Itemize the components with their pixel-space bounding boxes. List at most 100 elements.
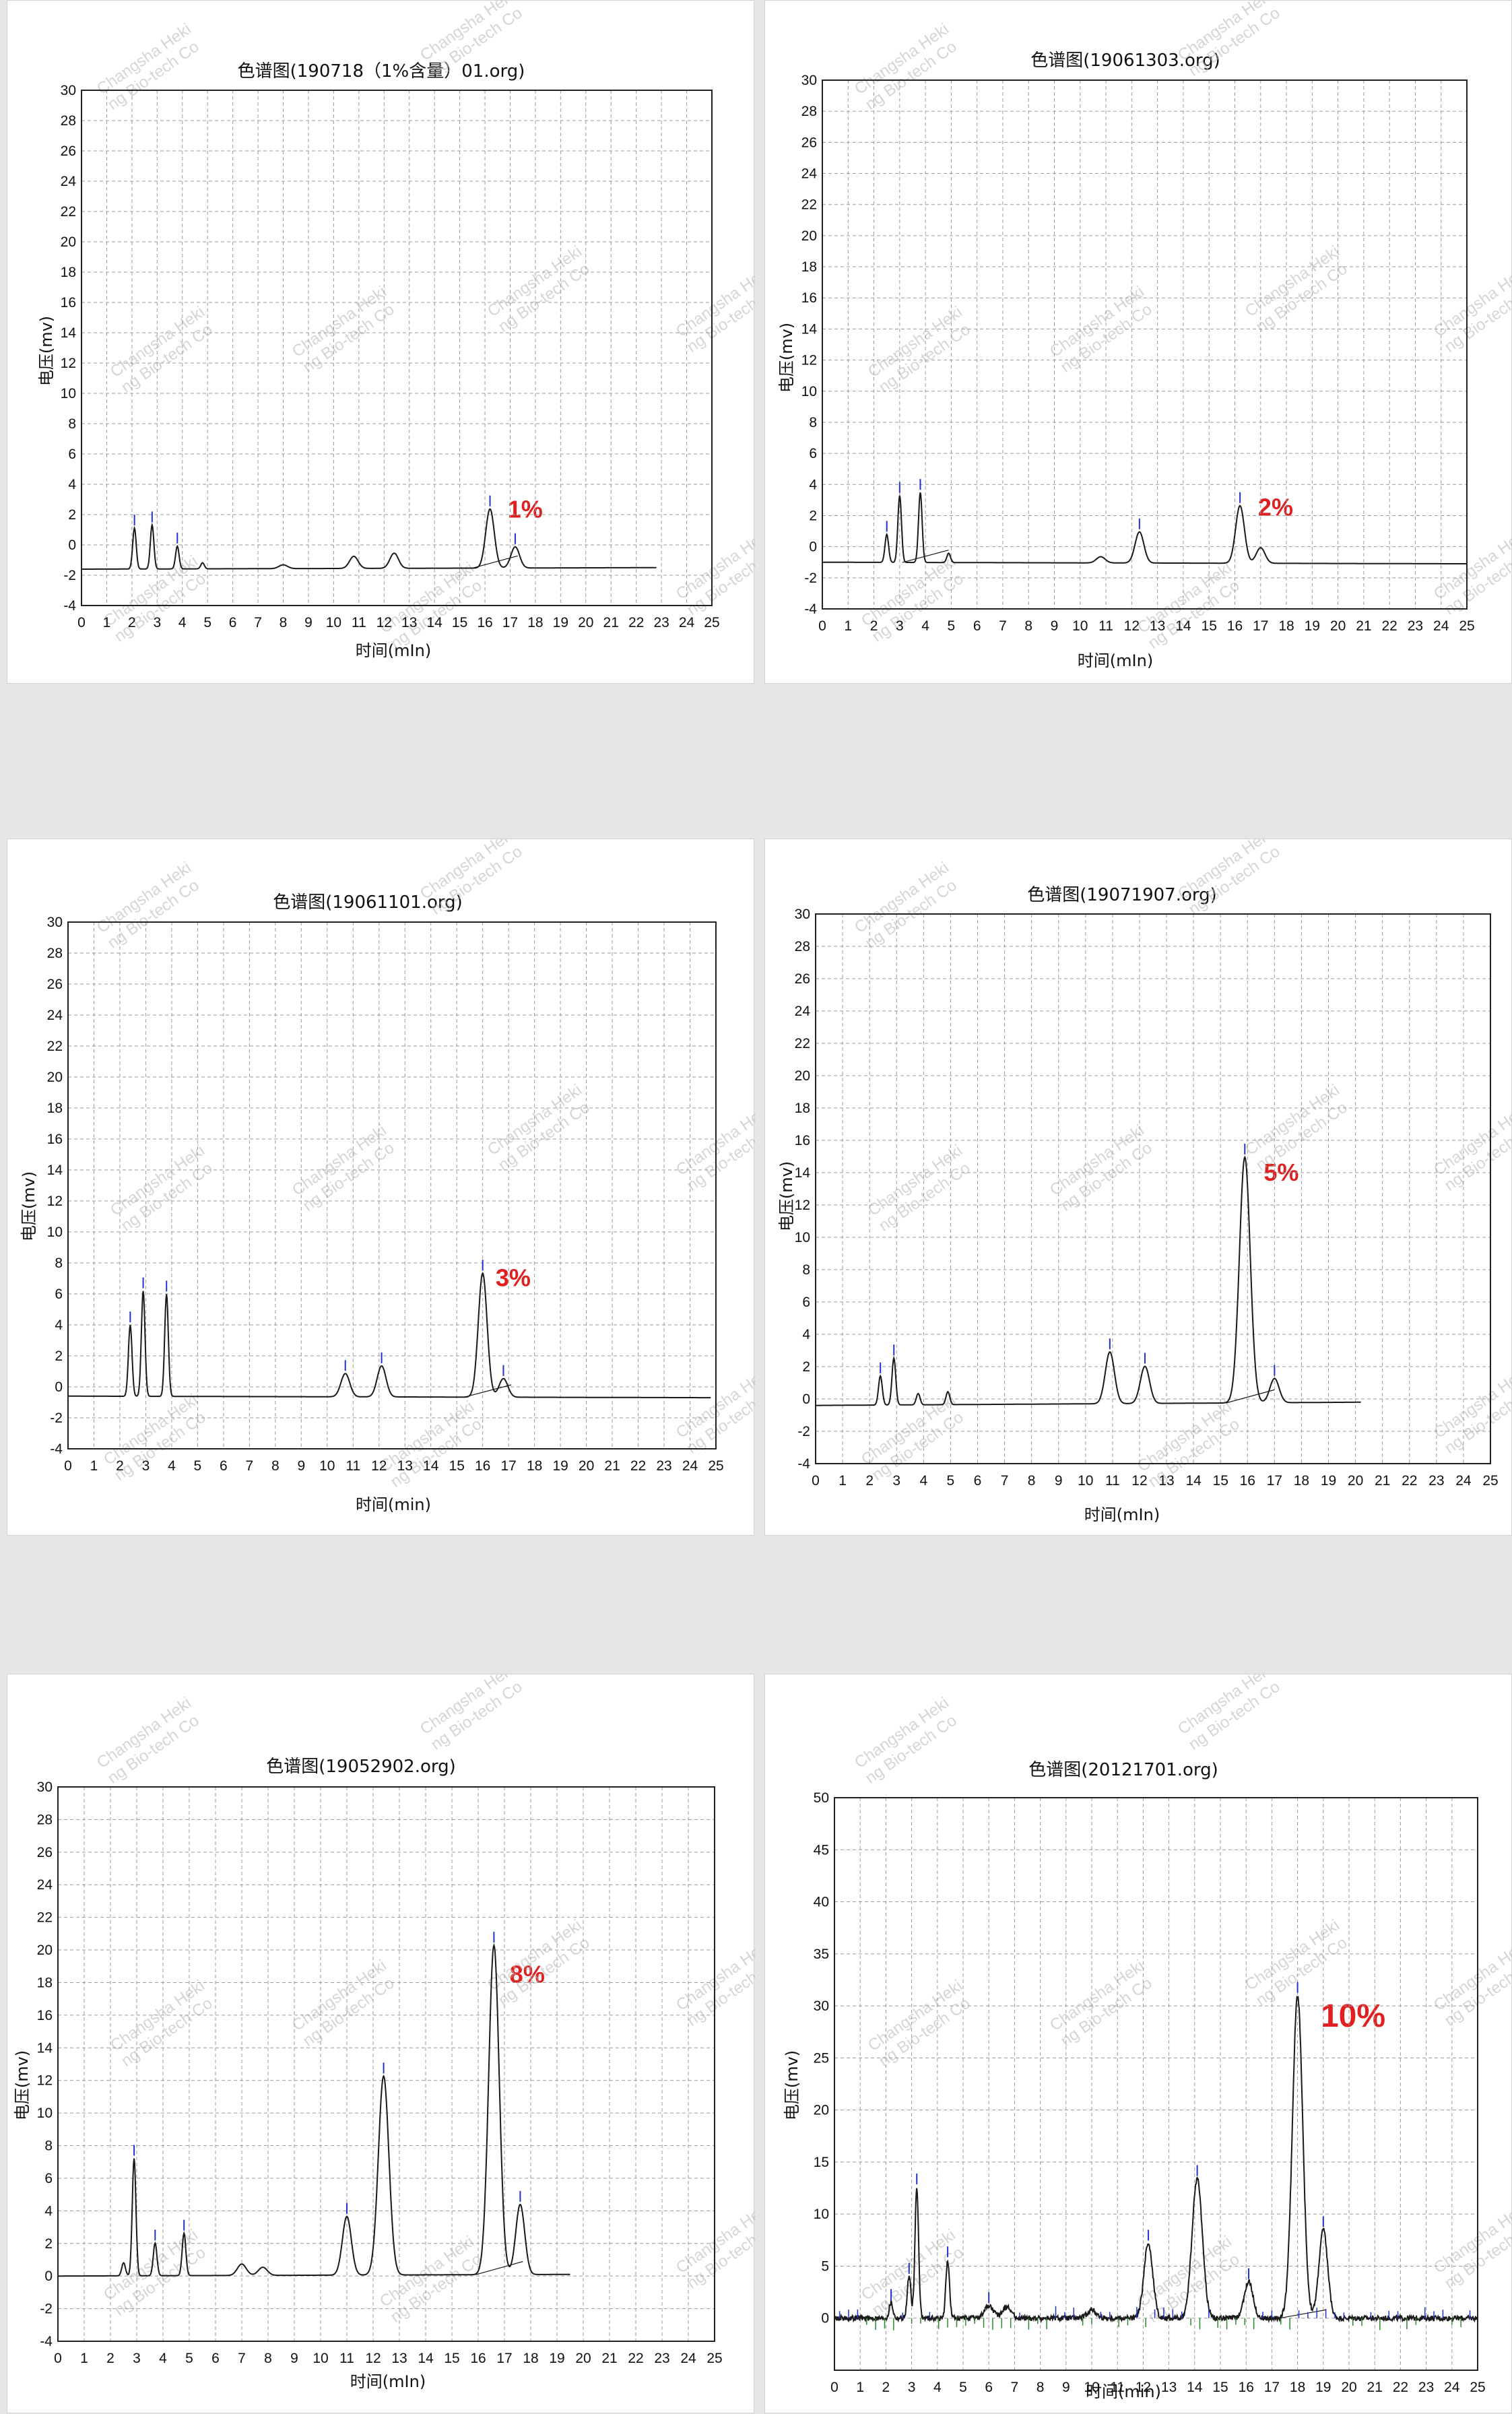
- x-tick-label: 8: [1024, 618, 1032, 634]
- x-tick-label: 14: [1185, 1473, 1202, 1489]
- y-tick-label: 26: [37, 1845, 53, 1860]
- x-tick-label: 1: [856, 2380, 864, 2395]
- y-tick-label: 25: [814, 2050, 829, 2066]
- x-tick-label: 11: [1110, 2380, 1125, 2395]
- chromatogram-5: 色谱图(19052902.org) 电压(mv) 时间(mIn) 8% Chan…: [13, 1674, 755, 2391]
- chart-panel-1: 色谱图(190718（1%含量）01.org) 电压(mv) 时间(mIn) 1…: [7, 0, 755, 684]
- percent-label: 5%: [1263, 1159, 1299, 1186]
- y-tick-label: 16: [61, 295, 76, 311]
- x-tick-label: 3: [908, 2380, 916, 2395]
- x-tick-label: 0: [54, 2351, 62, 2366]
- x-tick-label: 14: [1175, 618, 1191, 634]
- x-tick-label: 1: [90, 1458, 98, 1474]
- x-tick-label: 9: [297, 1458, 305, 1474]
- y-tick-label: 35: [814, 1947, 829, 1962]
- x-tick-label: 19: [553, 615, 568, 630]
- x-tick-label: 16: [477, 615, 492, 630]
- plot-frame: [57, 1786, 715, 2342]
- x-tick-label: 7: [1001, 1473, 1009, 1489]
- x-tick-label: 11: [1105, 1473, 1120, 1489]
- x-tick-label: 22: [1393, 2380, 1408, 2395]
- y-tick-label: 30: [795, 907, 810, 922]
- y-tick-label: 18: [795, 1101, 810, 1116]
- x-tick-label: 4: [921, 618, 929, 634]
- y-tick-label: 30: [801, 73, 817, 88]
- x-tick-label: 11: [1098, 618, 1113, 634]
- x-tick-label: 23: [656, 1458, 671, 1474]
- x-tick-label: 8: [1037, 2380, 1045, 2395]
- x-tick-label: 17: [500, 1458, 516, 1474]
- x-tick-label: 24: [1455, 1473, 1472, 1489]
- y-tick-label: 26: [47, 977, 63, 992]
- x-tick-label: 15: [1212, 2380, 1228, 2395]
- y-tick-label: 20: [795, 1068, 810, 1084]
- x-tick-label: 0: [64, 1458, 72, 1474]
- x-tick-label: 10: [326, 615, 341, 630]
- x-tick-label: 9: [290, 2351, 298, 2366]
- y-tick-label: -2: [63, 568, 76, 583]
- x-tick-label: 12: [1124, 618, 1140, 634]
- x-tick-label: 25: [706, 2351, 722, 2366]
- y-tick-label: 14: [37, 2040, 53, 2056]
- y-tick-label: -4: [40, 2334, 53, 2349]
- x-tick-label: 23: [1408, 618, 1423, 634]
- x-tick-label: 10: [1072, 618, 1088, 634]
- y-tick-label: 6: [68, 447, 76, 462]
- y-tick-label: 10: [37, 2106, 53, 2121]
- percent-label: 3%: [496, 1264, 531, 1292]
- y-tick-label: 0: [68, 537, 76, 553]
- x-tick-label: 15: [452, 615, 467, 630]
- chart-panel-3: 色谱图(19061101.org) 电压(mv) 时间(min) 3% Chan…: [7, 839, 755, 1536]
- percent-label: 1%: [508, 496, 543, 523]
- x-tick-label: 1: [844, 618, 852, 634]
- y-tick-label: 6: [55, 1286, 63, 1302]
- y-tick-label: 2: [802, 1359, 810, 1375]
- x-tick-label: 19: [552, 1458, 568, 1474]
- x-tick-label: 20: [1341, 2380, 1356, 2395]
- y-tick-label: 8: [802, 1262, 810, 1278]
- y-tick-label: 16: [795, 1133, 810, 1148]
- chromatogram-trace: [816, 1155, 1361, 1406]
- x-tick-label: 22: [630, 1458, 646, 1474]
- y-tick-label: 12: [37, 2073, 53, 2089]
- integration-baseline: [902, 550, 949, 563]
- percent-label: 8%: [510, 1960, 545, 1988]
- x-tick-label: 25: [708, 1458, 723, 1474]
- x-tick-label: 12: [371, 1458, 387, 1474]
- x-tick-label: 13: [1161, 2380, 1177, 2395]
- y-tick-label: 16: [37, 2008, 53, 2023]
- x-tick-label: 21: [604, 1458, 620, 1474]
- x-tick-label: 16: [1227, 618, 1243, 634]
- y-axis-label: 电压(mv): [37, 316, 56, 386]
- y-tick-label: -4: [804, 601, 817, 617]
- x-tick-label: 12: [365, 2351, 381, 2366]
- y-tick-label: 30: [47, 915, 63, 930]
- chromatogram-trace: [58, 1943, 570, 2277]
- x-tick-label: 0: [812, 1473, 820, 1489]
- x-tick-label: 12: [1136, 2380, 1151, 2395]
- x-tick-label: 23: [654, 2351, 669, 2366]
- x-tick-label: 6: [974, 1473, 982, 1489]
- x-tick-label: 8: [280, 615, 288, 630]
- x-axis-label: 时间(mIn): [350, 2372, 426, 2391]
- x-tick-label: 18: [527, 615, 543, 630]
- x-tick-label: 5: [203, 615, 211, 630]
- x-tick-label: 15: [449, 1458, 465, 1474]
- x-tick-label: 21: [603, 615, 619, 630]
- y-tick-label: 14: [61, 325, 77, 341]
- integration-baseline: [1226, 1389, 1275, 1404]
- x-tick-label: 2: [116, 1458, 124, 1474]
- y-tick-label: 28: [61, 113, 76, 129]
- x-tick-label: 5: [948, 618, 956, 634]
- x-tick-label: 16: [475, 1458, 490, 1474]
- x-tick-label: 21: [1375, 1473, 1390, 1489]
- y-tick-label: 26: [61, 143, 76, 159]
- x-tick-label: 25: [1482, 1473, 1498, 1489]
- x-tick-label: 19: [1315, 2380, 1331, 2395]
- chart-title: 色谱图(190718（1%含量）01.org): [238, 61, 525, 81]
- y-tick-label: -2: [50, 1410, 63, 1426]
- x-tick-label: 19: [1305, 618, 1320, 634]
- y-axis-label: 电压(mv): [20, 1171, 38, 1241]
- y-tick-label: 50: [814, 1790, 829, 1806]
